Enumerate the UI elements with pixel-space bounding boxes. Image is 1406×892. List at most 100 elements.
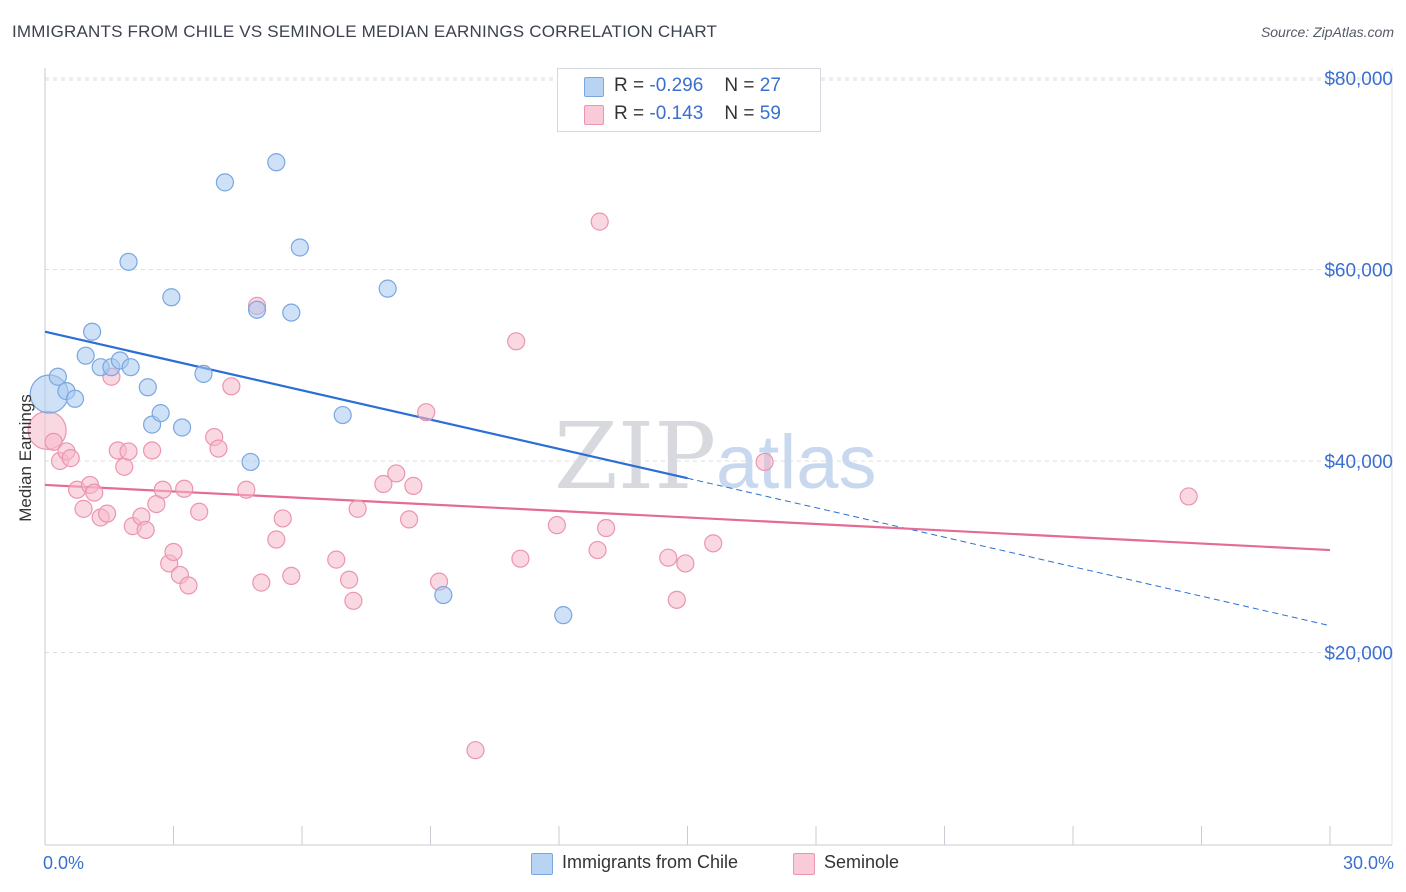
- seminole-point: [597, 518, 616, 538]
- seminole-point: [1179, 487, 1198, 506]
- seminole-point: [399, 510, 419, 529]
- legend-swatch-blue: [531, 853, 553, 875]
- chile-point: [151, 404, 170, 423]
- r-label: R =: [614, 75, 645, 96]
- n-value: 27: [759, 75, 781, 96]
- y-tick-label: $60,000: [1324, 261, 1393, 282]
- seminole-point: [98, 504, 117, 523]
- watermark: ZIP atlas: [554, 403, 877, 510]
- seminole-point: [590, 212, 609, 231]
- seminole-point: [676, 554, 695, 573]
- y-tick-label: $20,000: [1324, 644, 1393, 665]
- r-value: -0.296: [649, 75, 704, 96]
- seminole-point: [327, 550, 346, 569]
- seminole-trend-line: [44, 483, 1331, 552]
- chile-point: [554, 606, 573, 625]
- chile-point: [282, 303, 301, 322]
- seminole-point: [511, 549, 530, 568]
- seminole-point: [164, 542, 183, 562]
- trend-lines: [44, 330, 1331, 627]
- seminole-point: [273, 509, 292, 528]
- chile-point: [290, 238, 309, 257]
- y-axis-label: Median Earnings: [16, 394, 35, 522]
- chile-point: [247, 300, 267, 319]
- watermark-atlas: atlas: [716, 420, 877, 505]
- gridlines: [45, 77, 1392, 653]
- n-label: N =: [724, 103, 755, 124]
- tick-labels: $20,000 $40,000 $60,000 $80,000 0.0% 30.0%: [43, 69, 1394, 873]
- chile-point: [194, 364, 213, 383]
- seminole-point: [659, 548, 678, 567]
- chile-point: [333, 405, 352, 425]
- seminole-point: [507, 332, 526, 351]
- seminole-point: [44, 432, 63, 451]
- seminole-point: [755, 452, 774, 472]
- seminole-point: [417, 403, 436, 422]
- chile-point: [65, 389, 85, 408]
- seminole-point: [74, 499, 93, 518]
- seminole-point: [136, 520, 155, 540]
- source-credit: Source: ZipAtlas.com: [1260, 24, 1394, 40]
- seminole-point: [344, 591, 363, 610]
- data-points: [27, 153, 1198, 760]
- seminole-point: [175, 479, 194, 498]
- seminole-point: [85, 483, 104, 502]
- legend-label: Immigrants from Chile: [562, 852, 739, 872]
- y-tick-label: $80,000: [1324, 69, 1393, 90]
- seminole-point: [237, 480, 256, 499]
- x-tick-label: 0.0%: [43, 853, 84, 873]
- seminole-point: [466, 741, 485, 760]
- seminole-point: [340, 570, 359, 589]
- seminole-point: [387, 464, 406, 483]
- seminole-point: [667, 590, 686, 609]
- seminole-point: [547, 516, 566, 535]
- chile-point: [378, 279, 397, 298]
- n-value: 59: [759, 103, 781, 124]
- chile-point: [76, 346, 95, 365]
- chile-point: [241, 452, 260, 472]
- chart-title: IMMIGRANTS FROM CHILE VS SEMINOLE MEDIAN…: [12, 22, 718, 41]
- chile-point: [434, 585, 453, 605]
- chile-point: [267, 153, 286, 172]
- seminole-point: [179, 576, 198, 595]
- chile-point: [121, 358, 140, 377]
- seminole-point: [209, 439, 228, 458]
- correlation-legend: R = -0.296 N = 27 R = -0.143 N = 59: [557, 68, 821, 132]
- seminole-point: [142, 441, 162, 460]
- seminole-point: [153, 480, 172, 499]
- seminole-point: [282, 566, 301, 586]
- seminole-point: [704, 534, 723, 553]
- legend-swatch-blue: [584, 77, 604, 97]
- chile-point: [215, 173, 234, 192]
- x-tick-label: 30.0%: [1343, 853, 1394, 873]
- seminole-point: [252, 573, 271, 592]
- seminole-point: [61, 449, 80, 468]
- chile-point: [48, 367, 67, 386]
- r-label: R =: [614, 103, 645, 124]
- legend-swatch-pink: [584, 105, 604, 125]
- legend-label: Seminole: [824, 852, 900, 872]
- chile-point: [162, 288, 181, 307]
- legend-swatch-pink: [793, 853, 815, 875]
- axes: [44, 68, 1393, 846]
- chile-point: [172, 418, 192, 437]
- y-tick-label: $40,000: [1324, 452, 1393, 473]
- watermark-zip: ZIP: [554, 403, 716, 510]
- chile-trend-line: [44, 330, 688, 480]
- seminole-point: [348, 499, 367, 518]
- seminole-point: [222, 377, 241, 396]
- r-value: -0.143: [649, 103, 704, 124]
- seminole-point: [588, 540, 607, 560]
- seminole-point: [190, 502, 209, 521]
- seminole-point: [374, 474, 393, 494]
- chile-point: [83, 322, 102, 341]
- seminole-point: [115, 457, 134, 476]
- n-label: N =: [724, 75, 755, 96]
- series-legend: Immigrants from Chile Seminole: [531, 852, 931, 876]
- chile-point: [138, 378, 157, 397]
- seminole-point: [119, 442, 138, 461]
- seminole-point: [267, 530, 286, 549]
- seminole-point: [404, 476, 423, 495]
- chile-point: [119, 252, 138, 271]
